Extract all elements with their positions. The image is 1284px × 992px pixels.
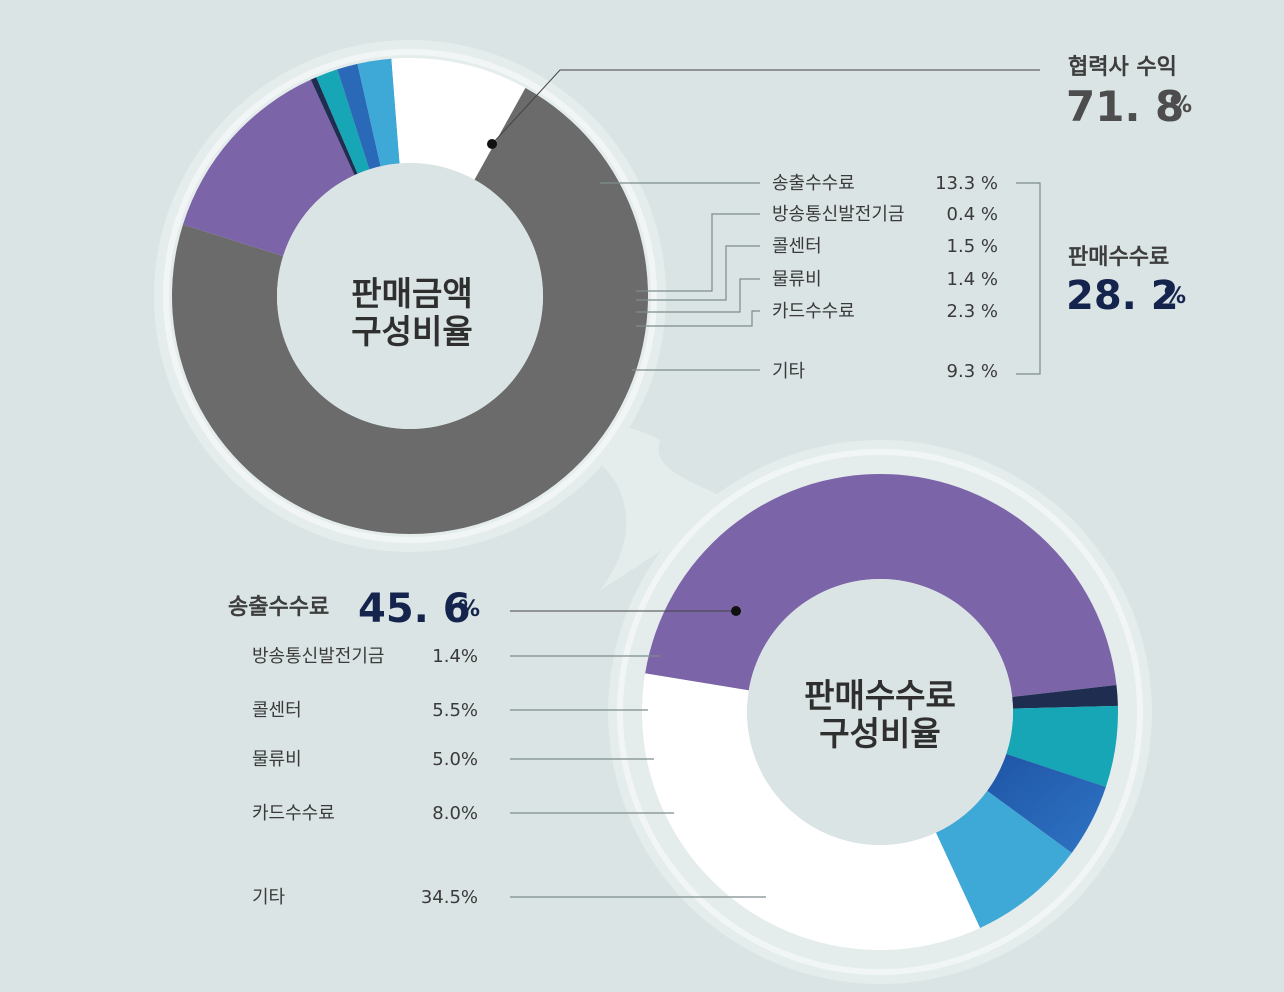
pie1-leader-fund	[636, 213, 760, 292]
pie1-partner-dot	[487, 139, 497, 149]
pie1-legend-label-1: 방송통신발전기금	[772, 204, 904, 225]
pie1-slice-6	[391, 58, 526, 180]
pie2-legend-label-1: 콜센터	[252, 700, 302, 721]
pie1-partner-unit: %	[1170, 93, 1192, 118]
pie2-main-label: 송출수수료	[228, 595, 329, 620]
pie1-title-line2: 구성비율	[351, 312, 472, 351]
pie1-legend: 송출수수료 방송통신발전기금 콜센터 물류비 카드수수료 기타 13.3 % 0…	[600, 173, 1041, 382]
pie2-title-line1: 판매수수료	[804, 676, 956, 715]
pie2-legend-value-1: 5.5%	[432, 700, 478, 721]
pie1-fee-value: 28. 2	[1066, 273, 1179, 319]
pie1-legend-label-2: 콜센터	[772, 236, 822, 257]
pie2-main-dot	[731, 606, 741, 616]
pie2-legend-value-3: 8.0%	[432, 803, 478, 824]
pie1-partner-value: 71. 8	[1066, 82, 1184, 131]
pie2-legend-label-4: 기타	[252, 887, 286, 908]
pie1-fee-bracket	[1016, 182, 1041, 375]
pie2-legend: 방송통신발전기금 콜센터 물류비 카드수수료 기타 1.4% 5.5% 5.0%…	[252, 646, 766, 908]
pie1-partner-callout: 협력사 수익 71. 8 %	[487, 55, 1192, 149]
pie1-legend-value-1: 0.4 %	[947, 204, 998, 225]
pie2-slice-2	[1006, 705, 1118, 787]
pie2-slice-1	[1012, 685, 1118, 709]
pie1-partner-label: 협력사 수익	[1068, 55, 1177, 80]
pie1-title-line1: 판매금액	[351, 274, 472, 313]
pie2-slice-0	[645, 473, 1117, 697]
connector-blob	[560, 425, 740, 590]
pie1-slice-4	[337, 63, 381, 170]
pie2-main-callout: 송출수수료 45. 6 %	[228, 586, 741, 632]
pie2-legend-label-2: 물류비	[252, 749, 302, 770]
pie2-legend-value-4: 34.5%	[421, 887, 478, 908]
pie1-slice-1	[182, 79, 355, 257]
pie1-leader-card	[636, 310, 760, 327]
pie1-fee-unit: %	[1164, 284, 1186, 309]
pie1-partner-leader	[491, 69, 1040, 145]
pie1-legend-label-0: 송출수수료	[772, 173, 855, 194]
pie1-slices	[172, 58, 648, 534]
pie2-hole	[747, 579, 1013, 845]
pie1-legend-value-2: 1.5 %	[947, 236, 998, 257]
pie1-leader-callcenter	[636, 245, 760, 301]
pie2-slices	[642, 473, 1118, 950]
pie1-slice-5	[357, 58, 400, 167]
pie2-slice-4	[935, 790, 1072, 928]
pie1-leader-logistics	[636, 278, 760, 313]
pie1-fee-callout: 판매수수료 28. 2 %	[1066, 245, 1186, 319]
pie1-legend-label-3: 물류비	[772, 269, 822, 290]
pie2-slice-3	[987, 753, 1106, 854]
pie1-legend-value-4: 2.3 %	[947, 301, 998, 322]
pie2-legend-label-3: 카드수수료	[252, 803, 335, 824]
pie1-legend-value-3: 1.4 %	[947, 269, 998, 290]
pie1-slice-0	[172, 87, 648, 534]
pie1-slice-3	[316, 69, 370, 174]
pie2-main-unit: %	[458, 597, 480, 622]
pie2-main-value: 45. 6	[358, 586, 471, 632]
pie2-halo-ring	[617, 449, 1143, 975]
pie1-slice-2	[310, 77, 358, 176]
pie1-legend-label-4: 카드수수료	[772, 301, 855, 322]
pie2-title-line2: 구성비율	[819, 714, 940, 753]
pie1-legend-value-0: 13.3 %	[935, 173, 998, 194]
pie2-legend-label-0: 방송통신발전기금	[252, 646, 384, 667]
pie1-legend-value-5: 9.3 %	[947, 361, 998, 382]
pie1-legend-label-5: 기타	[772, 361, 806, 382]
pie2-legend-value-2: 5.0%	[432, 749, 478, 770]
pie2-slice-5	[642, 673, 981, 950]
pie1-fee-label: 판매수수료	[1068, 245, 1169, 270]
pie1-halo-ring	[163, 49, 657, 543]
pie2-legend-value-0: 1.4%	[432, 646, 478, 667]
pie1-hole	[277, 163, 543, 429]
